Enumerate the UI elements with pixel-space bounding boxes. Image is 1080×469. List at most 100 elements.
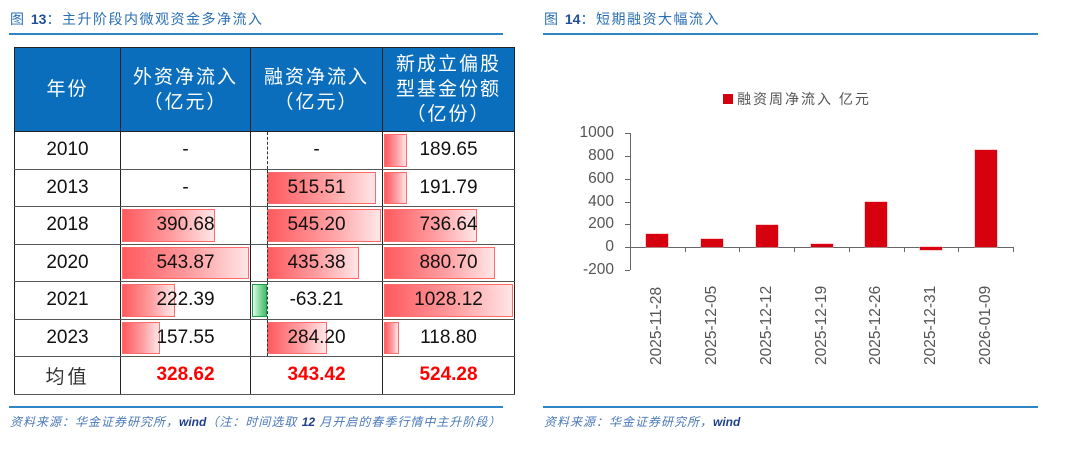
table-header-row: 年份 外资净流入 （亿元） 融资净流入 （亿元） 新成立偏股 型基金份额 （亿份） <box>14 47 515 132</box>
x-tick-mark <box>958 247 960 253</box>
x-tick-label: 2025-12-26 <box>867 285 885 365</box>
bar <box>646 234 669 248</box>
cell-margin: 284.20 <box>250 318 383 357</box>
cell-foreign: 390.68 <box>120 206 251 245</box>
table-row: 2013-515.51 191.79 <box>14 168 515 207</box>
table-row: 2021 222.39 -63.21 1028.12 <box>14 281 515 320</box>
data-bar <box>384 246 495 279</box>
data-bar-axis <box>266 169 268 206</box>
figure-13-prefix: 图 <box>10 11 26 27</box>
data-bar-axis <box>266 282 268 319</box>
cell-average-foreign: 328.62 <box>120 356 251 395</box>
margin-weekly-inflow-chart: 融资周净流入 亿元 1000 800 600 400 200 0 -200 2025-11-… <box>560 60 1060 390</box>
y-tick-label: 0 <box>605 238 614 256</box>
cell-year: 2021 <box>14 281 121 320</box>
table-row: 2023 157.55 284.20 118.80 <box>14 318 515 357</box>
x-tick-label: 2025-12-19 <box>812 285 830 365</box>
y-tick-label: 200 <box>588 215 614 233</box>
cell-year: 2013 <box>14 168 121 207</box>
figure-13-title-rule <box>9 33 503 35</box>
cell-fund: 880.70 <box>382 243 515 282</box>
cell-fund: 1028.12 <box>382 281 515 320</box>
cell-foreign: 157.55 <box>120 318 251 357</box>
header-new-fund-shares: 新成立偏股 型基金份额 （亿份） <box>382 47 515 132</box>
cell-margin: - <box>250 131 383 170</box>
x-tick-mark <box>848 247 850 253</box>
cell-year: 2010 <box>14 131 121 170</box>
x-tick-label: 2026-01-09 <box>976 285 994 365</box>
cell-year: 2018 <box>14 206 121 245</box>
data-bar <box>267 321 327 354</box>
data-bar <box>122 246 250 279</box>
chart-legend: 融资周净流入 亿元 <box>723 89 871 109</box>
y-tick-label: 400 <box>588 192 614 210</box>
cell-year: 2020 <box>14 243 121 282</box>
cell-margin: 545.20 <box>250 206 383 245</box>
data-bar-axis <box>266 132 268 169</box>
x-tick-label: 2025-11-28 <box>648 286 666 365</box>
data-bar-axis <box>266 319 268 356</box>
figure-13-title: 图 13：主升阶段内微观资金多净流入 <box>10 11 264 27</box>
cell-margin: 435.38 <box>250 243 383 282</box>
figure-13-number: 13 <box>30 11 47 27</box>
legend-label: 融资周净流入 亿元 <box>737 91 871 107</box>
data-bar <box>122 209 215 242</box>
header-foreign-inflow: 外资净流入 （亿元） <box>120 47 251 132</box>
figure-14-prefix: 图 <box>544 11 560 27</box>
bar <box>810 243 833 248</box>
bar <box>865 202 888 248</box>
data-bar <box>384 209 477 242</box>
data-bar <box>384 171 408 204</box>
figure-14-caption: 短期融资大幅流入 <box>595 11 720 27</box>
x-tick-label: 2025-12-31 <box>921 285 939 365</box>
data-bar <box>384 321 400 354</box>
cell-foreign: 222.39 <box>120 281 251 320</box>
table-row: 2010- -189.65 <box>14 131 515 170</box>
data-bar-axis <box>266 207 268 244</box>
legend-swatch-icon <box>723 94 733 104</box>
y-tick-label: 800 <box>588 146 614 164</box>
cell-average-margin: 343.42 <box>250 356 383 395</box>
cell-fund: 189.65 <box>382 131 515 170</box>
bar <box>701 238 724 248</box>
cell-year: 2023 <box>14 318 121 357</box>
cell-foreign: 543.87 <box>120 243 251 282</box>
header-margin-inflow: 融资净流入 （亿元） <box>250 47 383 132</box>
x-tick-mark <box>1013 247 1014 253</box>
figure-13-source: 资料来源：华金证券研究所，wind（注：时间选取 12 月开启的春季行情中主升阶… <box>10 415 502 429</box>
data-bar <box>384 284 514 317</box>
plot-area <box>625 133 1014 271</box>
x-tick-mark <box>794 247 796 253</box>
micro-funds-table: 年份 外资净流入 （亿元） 融资净流入 （亿元） 新成立偏股 型基金份额 （亿份） 20… <box>14 47 515 395</box>
data-bar <box>267 246 359 279</box>
table-row: 2020 543.87 435.38 880.70 <box>14 243 515 282</box>
cell-foreign: - <box>120 168 251 207</box>
data-bar-negative <box>252 284 267 317</box>
figure-14-source: 资料来源：华金证券研究所，wind <box>544 415 741 429</box>
y-tick-mark <box>625 270 630 271</box>
data-bar <box>122 321 161 354</box>
data-bar-axis <box>266 244 268 281</box>
x-axis <box>630 247 1013 249</box>
y-tick-mark <box>625 155 630 157</box>
cell-average-fund: 524.28 <box>382 356 515 395</box>
y-tick-mark <box>625 178 630 180</box>
bar <box>755 224 778 248</box>
y-tick-mark <box>625 201 630 203</box>
header-year: 年份 <box>14 47 121 132</box>
bar <box>974 149 997 248</box>
y-tick-mark <box>625 224 630 226</box>
x-tick-mark <box>684 247 686 253</box>
data-bar <box>267 171 376 204</box>
figure-14-title-rule <box>543 33 1038 35</box>
figure-14-number: 14 <box>564 11 581 27</box>
x-tick-mark <box>739 247 741 253</box>
x-tick-mark <box>903 247 905 253</box>
y-tick-label: -200 <box>582 261 614 278</box>
table-row: 2018 390.68 545.20 736.64 <box>14 206 515 245</box>
data-bar <box>122 284 176 317</box>
cell-foreign: - <box>120 131 251 170</box>
x-tick-label: 2025-12-12 <box>757 285 775 365</box>
data-bar <box>384 134 408 167</box>
cell-fund: 118.80 <box>382 318 515 357</box>
